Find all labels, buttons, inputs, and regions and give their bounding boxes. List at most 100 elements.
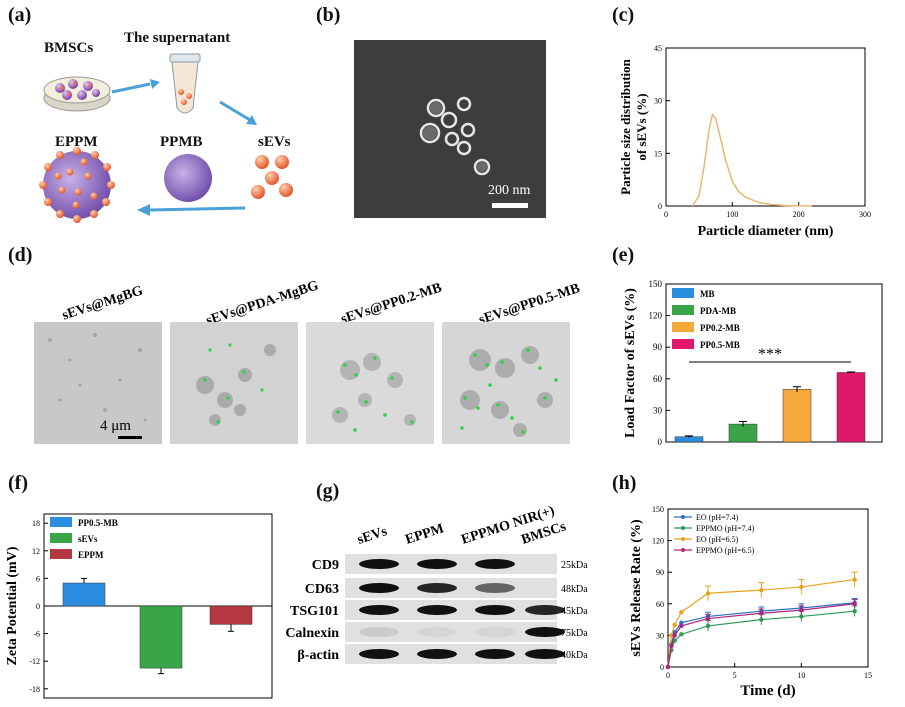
protein-label: CD9 <box>312 558 339 573</box>
y-tick-label: 30 <box>656 631 664 640</box>
chart-e: 0 30 60 90 120 150 MB PDA-MB PP0.2-MB PP0.5-MB ***… <box>623 279 883 447</box>
sevs-label: sEVs <box>258 134 291 150</box>
data-point <box>672 633 677 638</box>
y-tick-label: 150 <box>649 279 663 289</box>
y-tick-label: 45 <box>654 44 662 53</box>
x-axis-label: Time (d) <box>740 683 795 699</box>
arrow-icon <box>149 206 246 212</box>
y-tick-label: 0 <box>660 663 664 672</box>
arrow-icon <box>111 82 151 94</box>
legend-swatch <box>672 322 694 332</box>
plot-frame <box>665 283 883 443</box>
data-point <box>679 620 684 625</box>
tube-icon <box>169 53 201 114</box>
blot-band <box>417 649 457 659</box>
protein-label: TSG101 <box>290 604 339 619</box>
supernatant-label: The supernatant <box>124 30 231 46</box>
micrographs-d: sEVs@MgBG sEVs@PDA-MgBG sEVs@PP0.2-MB sE… <box>34 278 582 444</box>
blot-band <box>359 649 399 659</box>
blot-band <box>475 605 515 615</box>
panel-label-a: (a) <box>8 4 32 26</box>
data-point <box>705 616 711 621</box>
legend-entry: EO (pH=7.4) <box>696 513 739 522</box>
y-tick-label: 150 <box>652 505 664 514</box>
y-tick-label: 6 <box>36 574 40 583</box>
data-point <box>799 607 804 613</box>
schematic-a <box>39 53 293 223</box>
blot-band <box>417 583 457 593</box>
legend-entry: sEVs <box>78 534 98 544</box>
legend-marker <box>681 548 685 552</box>
data-point <box>679 623 684 629</box>
panel-label-c: (c) <box>612 4 635 26</box>
y-tick-label: 90 <box>656 568 664 577</box>
data-point <box>852 577 857 582</box>
data-point <box>665 664 671 670</box>
legend-entry: PDA-MB <box>700 306 736 316</box>
legend-entry: EPPMO (pH=7.4) <box>696 524 755 533</box>
chart-c: 0 15 30 45 0 100 200 300 Particle diameter (nm) P… <box>618 44 871 239</box>
y-axis-label-line2: of sEVs (%) <box>634 93 649 160</box>
chart-f: 18 12 6 0 -6 -12 -18 PP0.5-MB sEVs EPPM Zeta Poten… <box>5 513 273 699</box>
significance-annotation: *** <box>758 346 782 363</box>
blot-band <box>417 559 457 569</box>
sevs-icon <box>251 155 293 199</box>
y-tick-label: -18 <box>29 685 40 694</box>
x-tick-label: 100 <box>726 210 738 219</box>
y-tick-label: 120 <box>652 537 664 546</box>
legend-swatch <box>50 549 72 559</box>
legend-swatch <box>50 517 72 527</box>
data-point <box>672 622 677 628</box>
data-point <box>852 608 857 614</box>
blot-band <box>475 583 515 593</box>
bar-PDA-MB <box>728 423 758 443</box>
data-point <box>799 584 804 590</box>
x-tick-label: 0 <box>664 210 668 219</box>
mw-label: 40kDa <box>561 650 588 661</box>
data-point <box>679 632 684 637</box>
panel-label-d: (d) <box>8 244 33 266</box>
y-tick-label: 12 <box>32 547 40 556</box>
micrograph-title-4: sEVs@PP0.5-MB <box>477 281 582 328</box>
tem-image: 200 nm <box>354 40 546 218</box>
data-point <box>669 643 674 649</box>
blot-band <box>359 583 399 593</box>
tem-scale-bar-label: 200 nm <box>488 183 531 198</box>
legend-marker <box>681 537 685 541</box>
ppmb-sphere-icon <box>164 154 212 202</box>
y-axis-label: Load Factor of sEVs (%) <box>623 288 638 438</box>
panel-label-b: (b) <box>316 4 341 26</box>
y-axis-label: Zeta Potential (mV) <box>5 546 20 665</box>
panel-label-f: (f) <box>8 472 28 494</box>
legend-entry: PP0.2-MB <box>700 323 740 333</box>
lane-label: sEVs <box>356 524 390 548</box>
micrograph-scale-bar-label: 4 μm <box>100 418 131 434</box>
x-tick-label: 0 <box>666 671 670 680</box>
y-axis-label: sEVs Release Rate (%) <box>629 519 644 657</box>
micrograph-4 <box>442 322 570 444</box>
protein-label: CD63 <box>305 582 339 597</box>
panel-label-e: (e) <box>612 244 635 266</box>
data-point <box>799 614 804 619</box>
blot-band <box>359 605 399 615</box>
y-tick-label: 0 <box>658 202 662 211</box>
legend-swatch <box>50 533 72 543</box>
legend-entry: PP0.5-MB <box>78 518 118 528</box>
plot-frame <box>667 508 869 668</box>
blot-band <box>525 627 565 637</box>
y-tick-label: 120 <box>649 311 663 321</box>
blot-band <box>475 559 515 569</box>
micrograph-title-3: sEVs@PP0.2-MB <box>339 280 444 327</box>
legend-entry: EPPMO (pH=6.5) <box>696 546 755 555</box>
legend-entry: MB <box>700 289 715 299</box>
x-tick-label: 15 <box>864 671 872 680</box>
y-tick-label: -6 <box>33 630 40 639</box>
y-tick-label: 18 <box>32 519 40 528</box>
data-point <box>679 610 684 615</box>
x-tick-label: 200 <box>793 210 805 219</box>
y-axis-label-line1: Particle size distribution <box>618 58 633 195</box>
x-tick-label: 5 <box>733 671 737 680</box>
x-axis-label: Particle diameter (nm) <box>698 224 834 239</box>
ppmb-label: PPMB <box>160 134 203 150</box>
